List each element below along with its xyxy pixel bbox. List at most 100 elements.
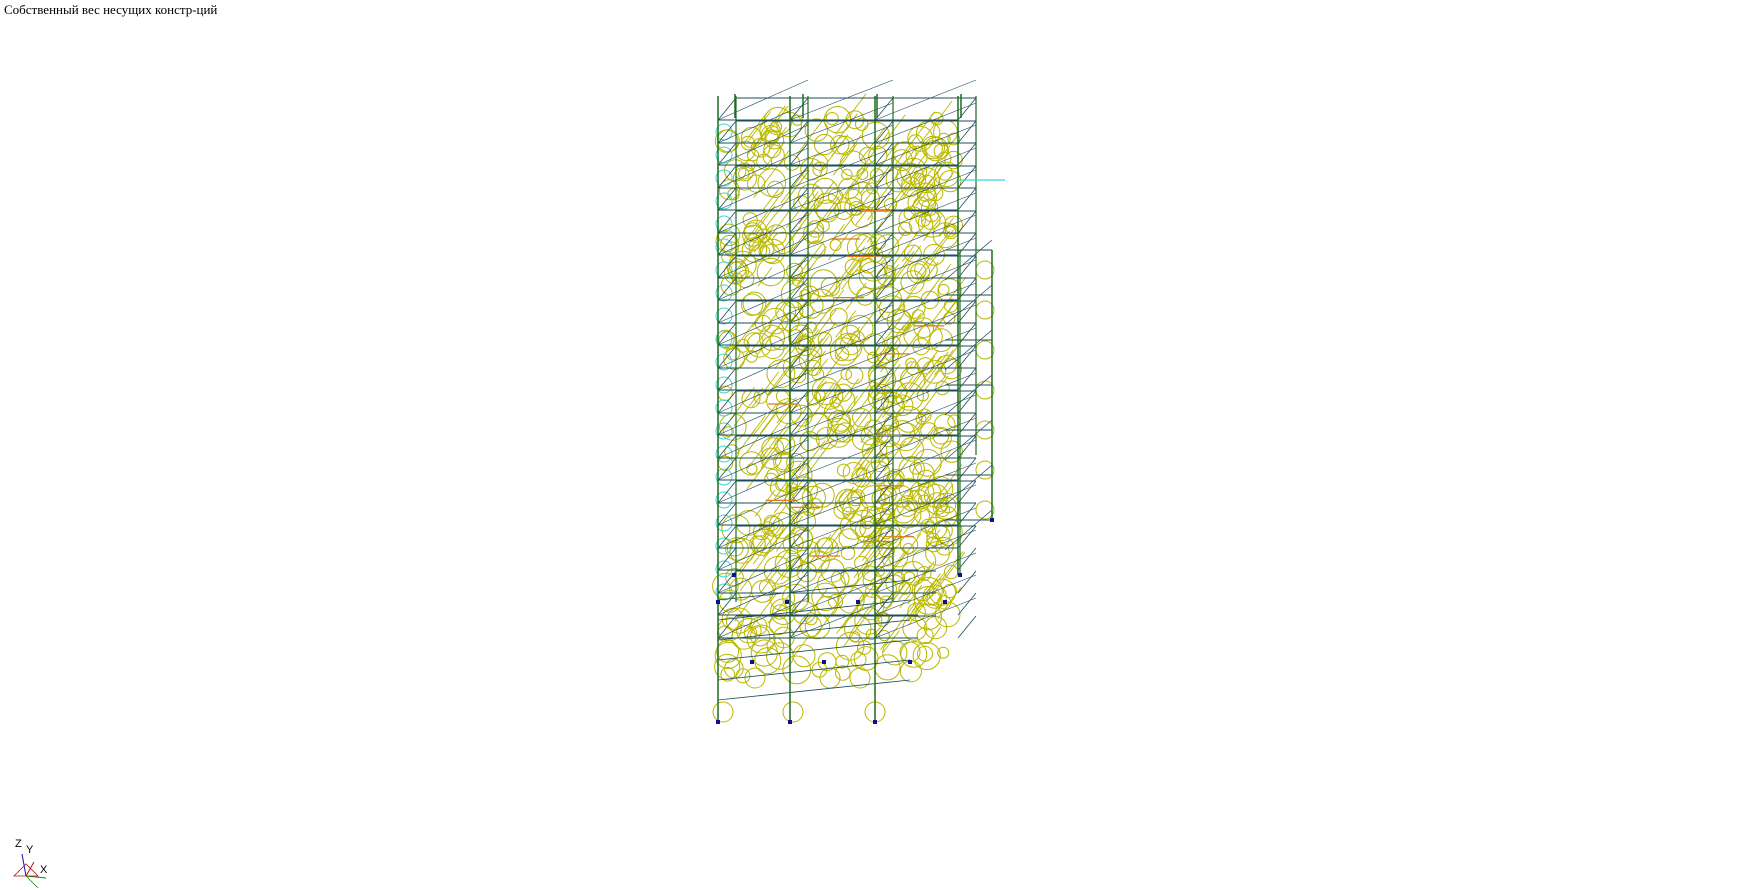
load-symbol [895,382,924,411]
floor-beam [874,79,977,121]
load-symbol [746,624,776,654]
floor-beam [874,97,894,121]
load-symbol [757,168,787,197]
load-symbol [834,332,863,361]
load-symbol [876,264,899,295]
load-symbol [882,640,908,666]
load-symbol [941,358,962,380]
load-symbol [937,278,962,303]
load-symbol [801,246,827,280]
load-symbol [851,235,868,257]
load-symbol [940,440,963,463]
load-symbol [847,302,882,348]
load-symbol-cyan [715,123,733,141]
load-symbol [799,614,822,638]
floor-beam [874,214,977,256]
load-symbol [835,310,857,338]
floor-beam [874,390,894,414]
load-symbol [718,179,740,201]
floor-beam [944,374,993,416]
floor-beam [957,480,977,504]
floor-beam [789,169,894,211]
load-symbol [923,215,943,241]
axis-z-label: Z [15,838,22,850]
load-symbol [801,534,832,574]
load-symbol [926,184,944,202]
floor-beam [789,574,894,616]
load-symbol [855,461,870,479]
load-symbol [937,283,950,296]
load-symbol [920,450,952,491]
load-symbol [753,224,776,253]
load-symbol [878,295,906,322]
load-symbol [918,375,949,415]
load-symbol [716,329,735,349]
load-symbol [905,145,928,168]
load-symbol [712,701,734,723]
floor-beam [789,147,894,189]
floor-beam [874,439,977,481]
load-symbol [739,451,764,476]
floor-beam [874,457,894,481]
load-symbol [938,217,955,238]
load-symbol [902,543,915,555]
floor-beam [789,304,894,346]
load-symbol [907,573,945,622]
load-symbol [891,274,926,319]
load-symbol [747,435,773,469]
supports [716,518,994,724]
load-symbol [785,185,818,229]
floor-beam [717,417,809,459]
load-symbol [768,291,794,325]
floor-beam [717,282,809,324]
floor-beam [957,232,977,256]
floor-beam [944,464,993,506]
floor-beam [789,457,809,481]
highlighted-members [765,179,1005,557]
load-symbol [845,282,867,310]
support-node [732,573,736,577]
floor-beam [717,97,737,121]
floor-beam [789,552,894,594]
floor-beam [717,142,737,166]
load-symbol [767,592,792,624]
floor-beam [874,480,894,504]
load-symbol [925,541,950,566]
load-symbol [835,632,865,661]
load-symbol [929,426,952,449]
load-symbol [899,535,919,554]
load-symbol [916,351,949,395]
load-symbol [809,587,829,614]
load-symbol [916,627,934,645]
load-symbol [886,250,915,289]
load-case-title: Собственный вес несущих констр-ций [4,2,218,17]
load-symbol [907,414,931,445]
load-symbol [904,312,922,336]
floor-beam [717,147,809,189]
load-symbol [846,315,874,343]
load-symbol [820,425,840,451]
load-symbol [738,168,750,180]
load-symbol [730,387,755,420]
floor-beam [789,462,894,504]
load-symbol [917,469,936,488]
load-symbol [912,641,941,671]
load-symbol [805,321,817,334]
load-symbol [776,111,803,138]
floor-beam [957,120,977,144]
load-symbol [825,592,848,622]
load-symbol [937,587,962,620]
load-symbol [898,574,918,601]
load-symbol [752,525,782,565]
load-symbol [883,380,908,404]
load-symbol [752,403,778,437]
load-symbol [916,566,932,581]
load-symbol [759,324,785,351]
load-symbol [714,641,742,670]
floor-beam [789,142,809,166]
load-symbol [723,241,739,257]
floor-beam [717,484,809,526]
load-symbol-cyan [715,192,733,210]
load-symbol [769,585,796,612]
